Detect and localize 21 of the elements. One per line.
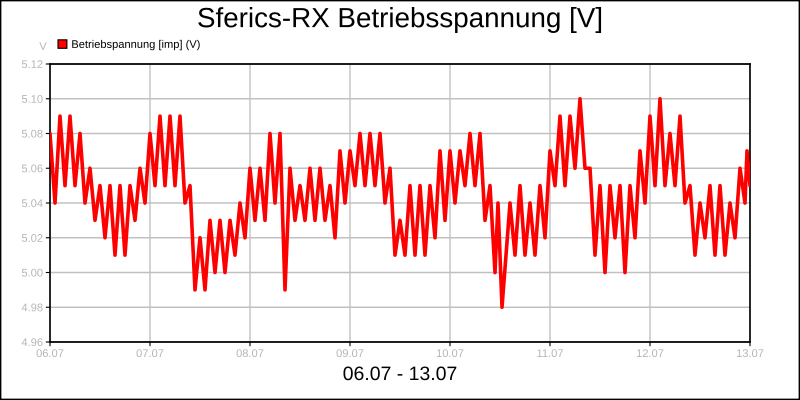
y-tick-label: 4.98	[22, 304, 43, 312]
x-tick-label: 08.07	[236, 349, 264, 358]
y-tick-label: 5.12	[22, 60, 42, 68]
y-tick-label: 5.06	[22, 164, 43, 172]
x-axis-title: 06.07 - 13.07	[343, 366, 456, 380]
x-tick-label: 12.07	[636, 349, 664, 358]
y-tick-label: 5.10	[22, 95, 43, 103]
legend-label: Betriebspannung [imp] (V)	[72, 40, 200, 50]
x-tick-label: 13.07	[736, 349, 764, 358]
x-tick-label: 10.07	[436, 349, 464, 358]
x-tick-label: 09.07	[336, 349, 364, 358]
x-tick-label: 11.07	[537, 349, 563, 358]
y-axis-title: V	[39, 42, 47, 50]
y-tick-label: 5.08	[22, 130, 43, 138]
y-tick-label: 5.00	[22, 268, 43, 277]
y-tick-label: 5.02	[22, 234, 42, 242]
x-tick-label: 06.07	[36, 349, 64, 358]
y-tick-label: 4.96	[22, 338, 43, 346]
x-tick-label: 07.07	[136, 349, 164, 358]
chart-title: Sferics-RX Betriebsspannung [V]	[198, 7, 602, 33]
y-tick-label: 5.04	[22, 199, 43, 208]
